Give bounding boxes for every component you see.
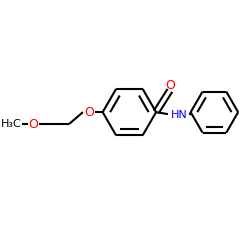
Text: HN: HN [170, 110, 187, 120]
Text: O: O [28, 118, 38, 130]
Text: O: O [84, 106, 94, 119]
Text: O: O [165, 79, 175, 92]
Text: H₃C: H₃C [1, 119, 22, 129]
